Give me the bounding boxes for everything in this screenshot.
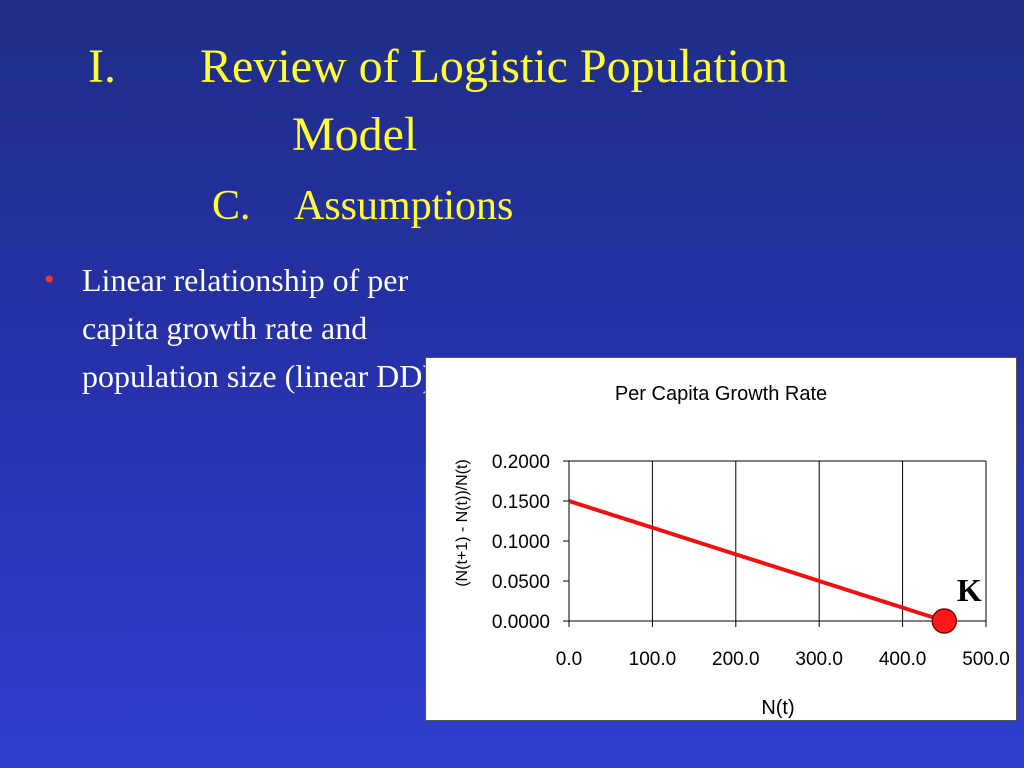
y-tick-label: 0.1500 — [492, 492, 550, 513]
subheading-number: C. — [212, 183, 251, 229]
heading-text: Review of Logistic Population — [200, 40, 788, 93]
x-tick-label: 0.0 — [556, 649, 582, 670]
y-tick-label: 0.2000 — [492, 452, 550, 473]
chart-title: Per Capita Growth Rate — [615, 383, 827, 405]
subheading-text: Assumptions — [294, 183, 514, 229]
y-tick-label: 0.1000 — [492, 532, 550, 553]
chart-panel: Per Capita Growth Rate 0.0 100.0 200.0 300.0… — [425, 357, 1017, 721]
heading-continuation: Model — [292, 108, 418, 161]
bullet-list: • Linear relationship of per capita grow… — [44, 256, 434, 400]
carrying-capacity-label: K — [957, 572, 982, 608]
data-line — [568, 499, 945, 623]
y-tick-label: 0.0500 — [492, 572, 550, 593]
carrying-capacity-marker — [931, 608, 958, 634]
y-tick-label: 0.0000 — [492, 612, 550, 633]
y-axis-label: (N(t+1) - N(t))/N(t) — [454, 459, 471, 587]
x-axis-label: N(t) — [761, 697, 794, 719]
bullet-item: • Linear relationship of per capita grow… — [44, 256, 434, 400]
x-tick-label: 300.0 — [795, 649, 843, 670]
bullet-marker: • — [44, 263, 55, 296]
heading-number: I. — [88, 40, 116, 93]
growth-rate-chart: Per Capita Growth Rate 0.0 100.0 200.0 300.0… — [454, 383, 1010, 719]
x-tick-label: 200.0 — [712, 649, 760, 670]
x-tick-label: 500.0 — [962, 649, 1010, 670]
bullet-text: Linear relationship of per capita growth… — [82, 262, 433, 394]
x-tick-label: 100.0 — [629, 649, 677, 670]
x-tick-label: 400.0 — [879, 649, 927, 670]
